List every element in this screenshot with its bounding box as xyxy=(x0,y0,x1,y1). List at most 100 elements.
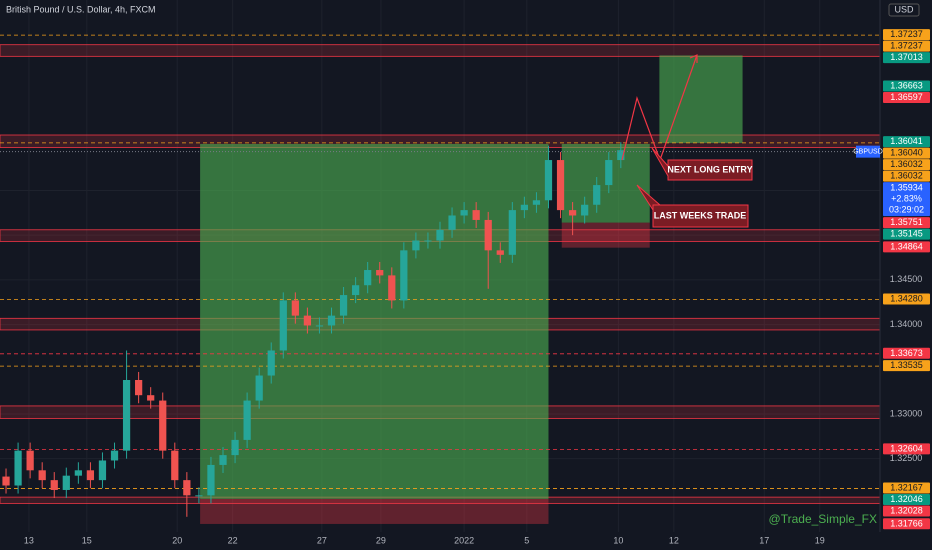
candle-body xyxy=(267,350,275,376)
arrow-head xyxy=(689,54,698,63)
price-label: 1.34280 xyxy=(890,294,923,304)
candle-body xyxy=(593,185,601,205)
price-label: 1.33535 xyxy=(890,360,923,370)
candle-body xyxy=(327,315,336,326)
candle-body xyxy=(556,160,565,211)
candle-body xyxy=(364,270,372,286)
price-label: 1.36663 xyxy=(890,81,923,91)
last-price-change: +2.83% xyxy=(891,193,922,203)
candle-body xyxy=(544,160,553,201)
price-label: 1.37237 xyxy=(890,29,923,39)
candle-body xyxy=(2,476,10,486)
x-tick-label: 22 xyxy=(228,535,238,545)
price-label-bg xyxy=(883,228,930,240)
x-tick-label: 12 xyxy=(669,535,679,545)
x-tick-label: 2022 xyxy=(454,535,474,545)
candle-body xyxy=(159,400,167,451)
candle-body xyxy=(400,250,408,301)
candle-body xyxy=(86,470,95,481)
price-label-bg xyxy=(883,159,930,171)
candle-body xyxy=(532,200,541,205)
price-label-bg xyxy=(883,518,930,530)
candle-body xyxy=(568,210,577,216)
position-target xyxy=(200,143,549,499)
candle-body xyxy=(50,480,58,490)
candle-body xyxy=(279,300,287,351)
price-label: 1.35751 xyxy=(890,217,923,227)
zone xyxy=(0,44,881,57)
price-label: 1.36597 xyxy=(890,92,923,102)
candle-body xyxy=(484,219,492,251)
price-label: 1.32046 xyxy=(890,494,923,504)
candle-body xyxy=(508,210,516,255)
candle-body xyxy=(122,380,131,451)
candle-body xyxy=(195,495,203,497)
candle-body xyxy=(448,215,456,230)
candle-body xyxy=(38,470,46,481)
price-label: 1.37237 xyxy=(890,41,923,51)
x-tick-label: 20 xyxy=(172,535,182,545)
candle-body xyxy=(26,450,34,471)
candle-body xyxy=(171,450,179,481)
price-label-bg xyxy=(883,136,930,148)
candle-body xyxy=(424,240,432,242)
y-tick-label: 1.34500 xyxy=(890,274,923,284)
last-price-bg xyxy=(883,182,930,217)
price-label-bg xyxy=(883,360,930,372)
price-label-bg xyxy=(883,29,930,41)
price-label-bg xyxy=(883,482,930,494)
position-target xyxy=(659,55,743,144)
x-tick-label: 19 xyxy=(815,535,825,545)
price-label: 1.33673 xyxy=(890,348,923,358)
candle-body xyxy=(520,204,528,211)
candle-body xyxy=(460,210,468,216)
price-label: 1.36032 xyxy=(890,171,923,181)
candle-body xyxy=(496,250,504,255)
y-tick-label: 1.32500 xyxy=(890,453,923,463)
candle-body xyxy=(581,204,589,216)
axis-panel xyxy=(880,0,932,550)
drawings: NEXT LONG ENTRY LAST WEEKS TRADE British… xyxy=(6,4,877,526)
candle-body xyxy=(183,480,191,496)
symbol-tag xyxy=(856,145,880,158)
plot-area xyxy=(0,0,881,532)
candle-body xyxy=(14,450,22,486)
annotation: NEXT LONG ENTRY xyxy=(667,164,752,174)
price-label-bg xyxy=(883,505,930,517)
callout-box xyxy=(651,147,753,181)
price-label: 1.32028 xyxy=(890,506,923,516)
candle-body xyxy=(135,380,143,396)
candle-body xyxy=(376,270,384,276)
candle-body xyxy=(315,325,324,327)
price-label-bg xyxy=(883,52,930,64)
price-label-bg xyxy=(883,293,930,305)
price-label-bg xyxy=(883,241,930,253)
candle-body xyxy=(303,315,312,326)
y-tick-label: 1.33000 xyxy=(890,408,923,418)
price-label-bg xyxy=(883,217,930,229)
symbol: GBPUSD xyxy=(853,148,883,155)
candle-body xyxy=(110,450,119,461)
currency-box xyxy=(888,3,920,17)
x-tick-label: 15 xyxy=(82,535,92,545)
currency: USD xyxy=(894,4,914,14)
x-tick-label: 27 xyxy=(317,535,327,545)
price-label: 1.36041 xyxy=(890,136,923,146)
price-label: 1.34864 xyxy=(890,241,923,251)
candle-body xyxy=(291,300,299,316)
price-label-bg xyxy=(883,80,930,92)
price-label-bg xyxy=(883,147,930,159)
candle-body xyxy=(412,240,420,251)
price-label: 1.36040 xyxy=(890,148,923,158)
candle-body xyxy=(231,439,239,456)
price-label: 1.35145 xyxy=(890,229,923,239)
candle-body xyxy=(436,229,444,241)
price-label: 1.36032 xyxy=(890,159,923,169)
candle-body xyxy=(147,395,155,401)
candle-body xyxy=(255,375,263,401)
last-price-countdown: 03:29:02 xyxy=(889,204,924,214)
price-label-bg xyxy=(883,443,930,455)
last-price-label: 1.35934 xyxy=(890,182,923,192)
